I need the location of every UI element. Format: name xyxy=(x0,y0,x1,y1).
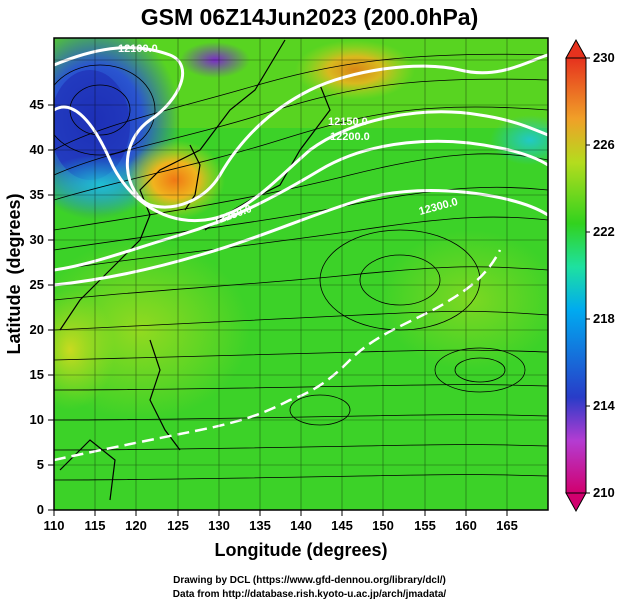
northeast-cold-area xyxy=(490,115,548,165)
x-tick-label: 140 xyxy=(290,518,312,533)
x-tick-label: 135 xyxy=(249,518,271,533)
y-tick-label: 5 xyxy=(37,457,44,472)
y-axis-tick-labels: 0 5 10 15 20 25 30 35 40 45 xyxy=(30,97,44,517)
colorbar: 230 226 222 218 214 210 xyxy=(565,38,615,513)
credit-data-source: Data from http://database.rish.kyoto-u.a… xyxy=(172,589,447,600)
x-tick-label: 145 xyxy=(331,518,353,533)
contour-12100 xyxy=(54,46,548,209)
y-tick-label: 45 xyxy=(30,97,44,112)
y-tick-label: 25 xyxy=(30,277,44,292)
x-tick-label: 125 xyxy=(167,518,189,533)
colorbar-ramp xyxy=(565,57,587,494)
y-tick-label: 40 xyxy=(30,142,44,157)
y-axis-label: Latitude (degrees) xyxy=(4,193,24,354)
eastern-lime-area xyxy=(380,230,548,370)
y-tick-label: 15 xyxy=(30,367,44,382)
x-tick-label: 115 xyxy=(85,518,106,533)
x-axis-ticks xyxy=(53,510,508,516)
contour-12300 xyxy=(54,249,502,462)
y-tick-label: 0 xyxy=(37,502,44,517)
colorbar-label: 214 xyxy=(593,398,615,413)
x-tick-label: 155 xyxy=(414,518,436,533)
x-tick-label: 165 xyxy=(496,518,518,533)
contour-12200 xyxy=(54,139,548,272)
contour-label-12150: 12150.0 xyxy=(328,116,368,128)
tropical-yellow-area xyxy=(54,290,115,410)
credit-drawing: Drawing by DCL (https://www.gfd-dennou.o… xyxy=(173,575,446,586)
x-tick-label: 120 xyxy=(125,518,147,533)
colorbar-label: 230 xyxy=(593,50,615,65)
x-tick-label: 150 xyxy=(372,518,394,533)
colorbar-top-triangle xyxy=(565,38,587,59)
graticule xyxy=(54,38,548,510)
x-tick-label: 110 xyxy=(44,518,65,533)
warm-core-area xyxy=(125,140,225,220)
colorbar-label: 226 xyxy=(593,137,615,152)
colorbar-bottom-triangle xyxy=(565,492,587,513)
y-tick-label: 35 xyxy=(30,187,44,202)
x-axis-tick-labels: 110 115 120 125 130 135 140 145 150 155 … xyxy=(44,518,518,533)
colorbar-label: 210 xyxy=(593,485,615,500)
x-axis-label: Longitude (degrees) xyxy=(214,540,387,560)
contour-12150 xyxy=(54,105,548,223)
contour-label-12200: 12200.0 xyxy=(330,131,370,143)
y-axis-ticks xyxy=(48,104,54,511)
northern-warm-area xyxy=(295,40,415,100)
contour-label-12100: 12100.0 xyxy=(118,43,158,55)
y-tick-label: 20 xyxy=(30,322,44,337)
contour-12250 xyxy=(54,189,548,287)
x-tick-label: 130 xyxy=(208,518,230,533)
y-tick-label: 30 xyxy=(30,232,44,247)
chart-title: GSM 06Z14Jun2023 (200.0hPa) xyxy=(140,4,479,30)
y-tick-label: 10 xyxy=(30,412,44,427)
colorbar-label: 222 xyxy=(593,224,615,239)
colorbar-label: 218 xyxy=(593,311,615,326)
x-tick-label: 160 xyxy=(455,518,477,533)
